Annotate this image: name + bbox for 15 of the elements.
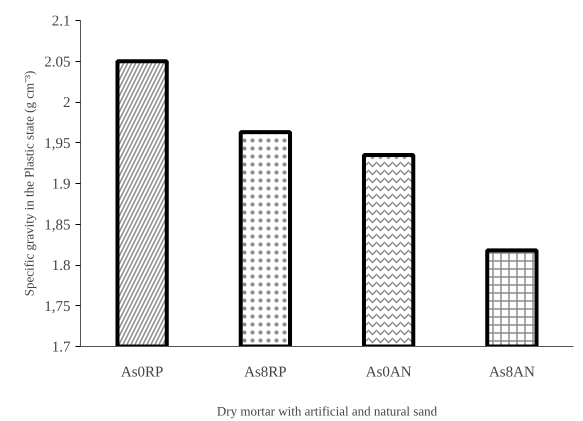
- y-tick-label: 1,85: [44, 217, 70, 234]
- y-tick-label: 2.05: [44, 54, 70, 70]
- y-tick-label: 2.1: [52, 14, 70, 30]
- x-tick-label: As0AN: [366, 364, 412, 380]
- x-tick-label: As8AN: [488, 364, 535, 380]
- y-axis-title: Specific gravity in the Plastic state (g cm⁻³): [21, 70, 36, 296]
- y-tick-label: 1.9: [52, 176, 70, 192]
- x-tick-label: As8RP: [244, 364, 287, 380]
- y-tick-label: 1.7: [52, 340, 71, 356]
- y-tick-label: 1.8: [52, 258, 70, 274]
- y-tick-label: 1,95: [44, 136, 70, 152]
- y-tick-label: 1,75: [44, 298, 70, 315]
- x-axis-title: Dry mortar with artificial and natural sand: [216, 404, 438, 418]
- x-tick-label: As0RP: [120, 364, 164, 380]
- y-tick-label: 2: [63, 95, 70, 111]
